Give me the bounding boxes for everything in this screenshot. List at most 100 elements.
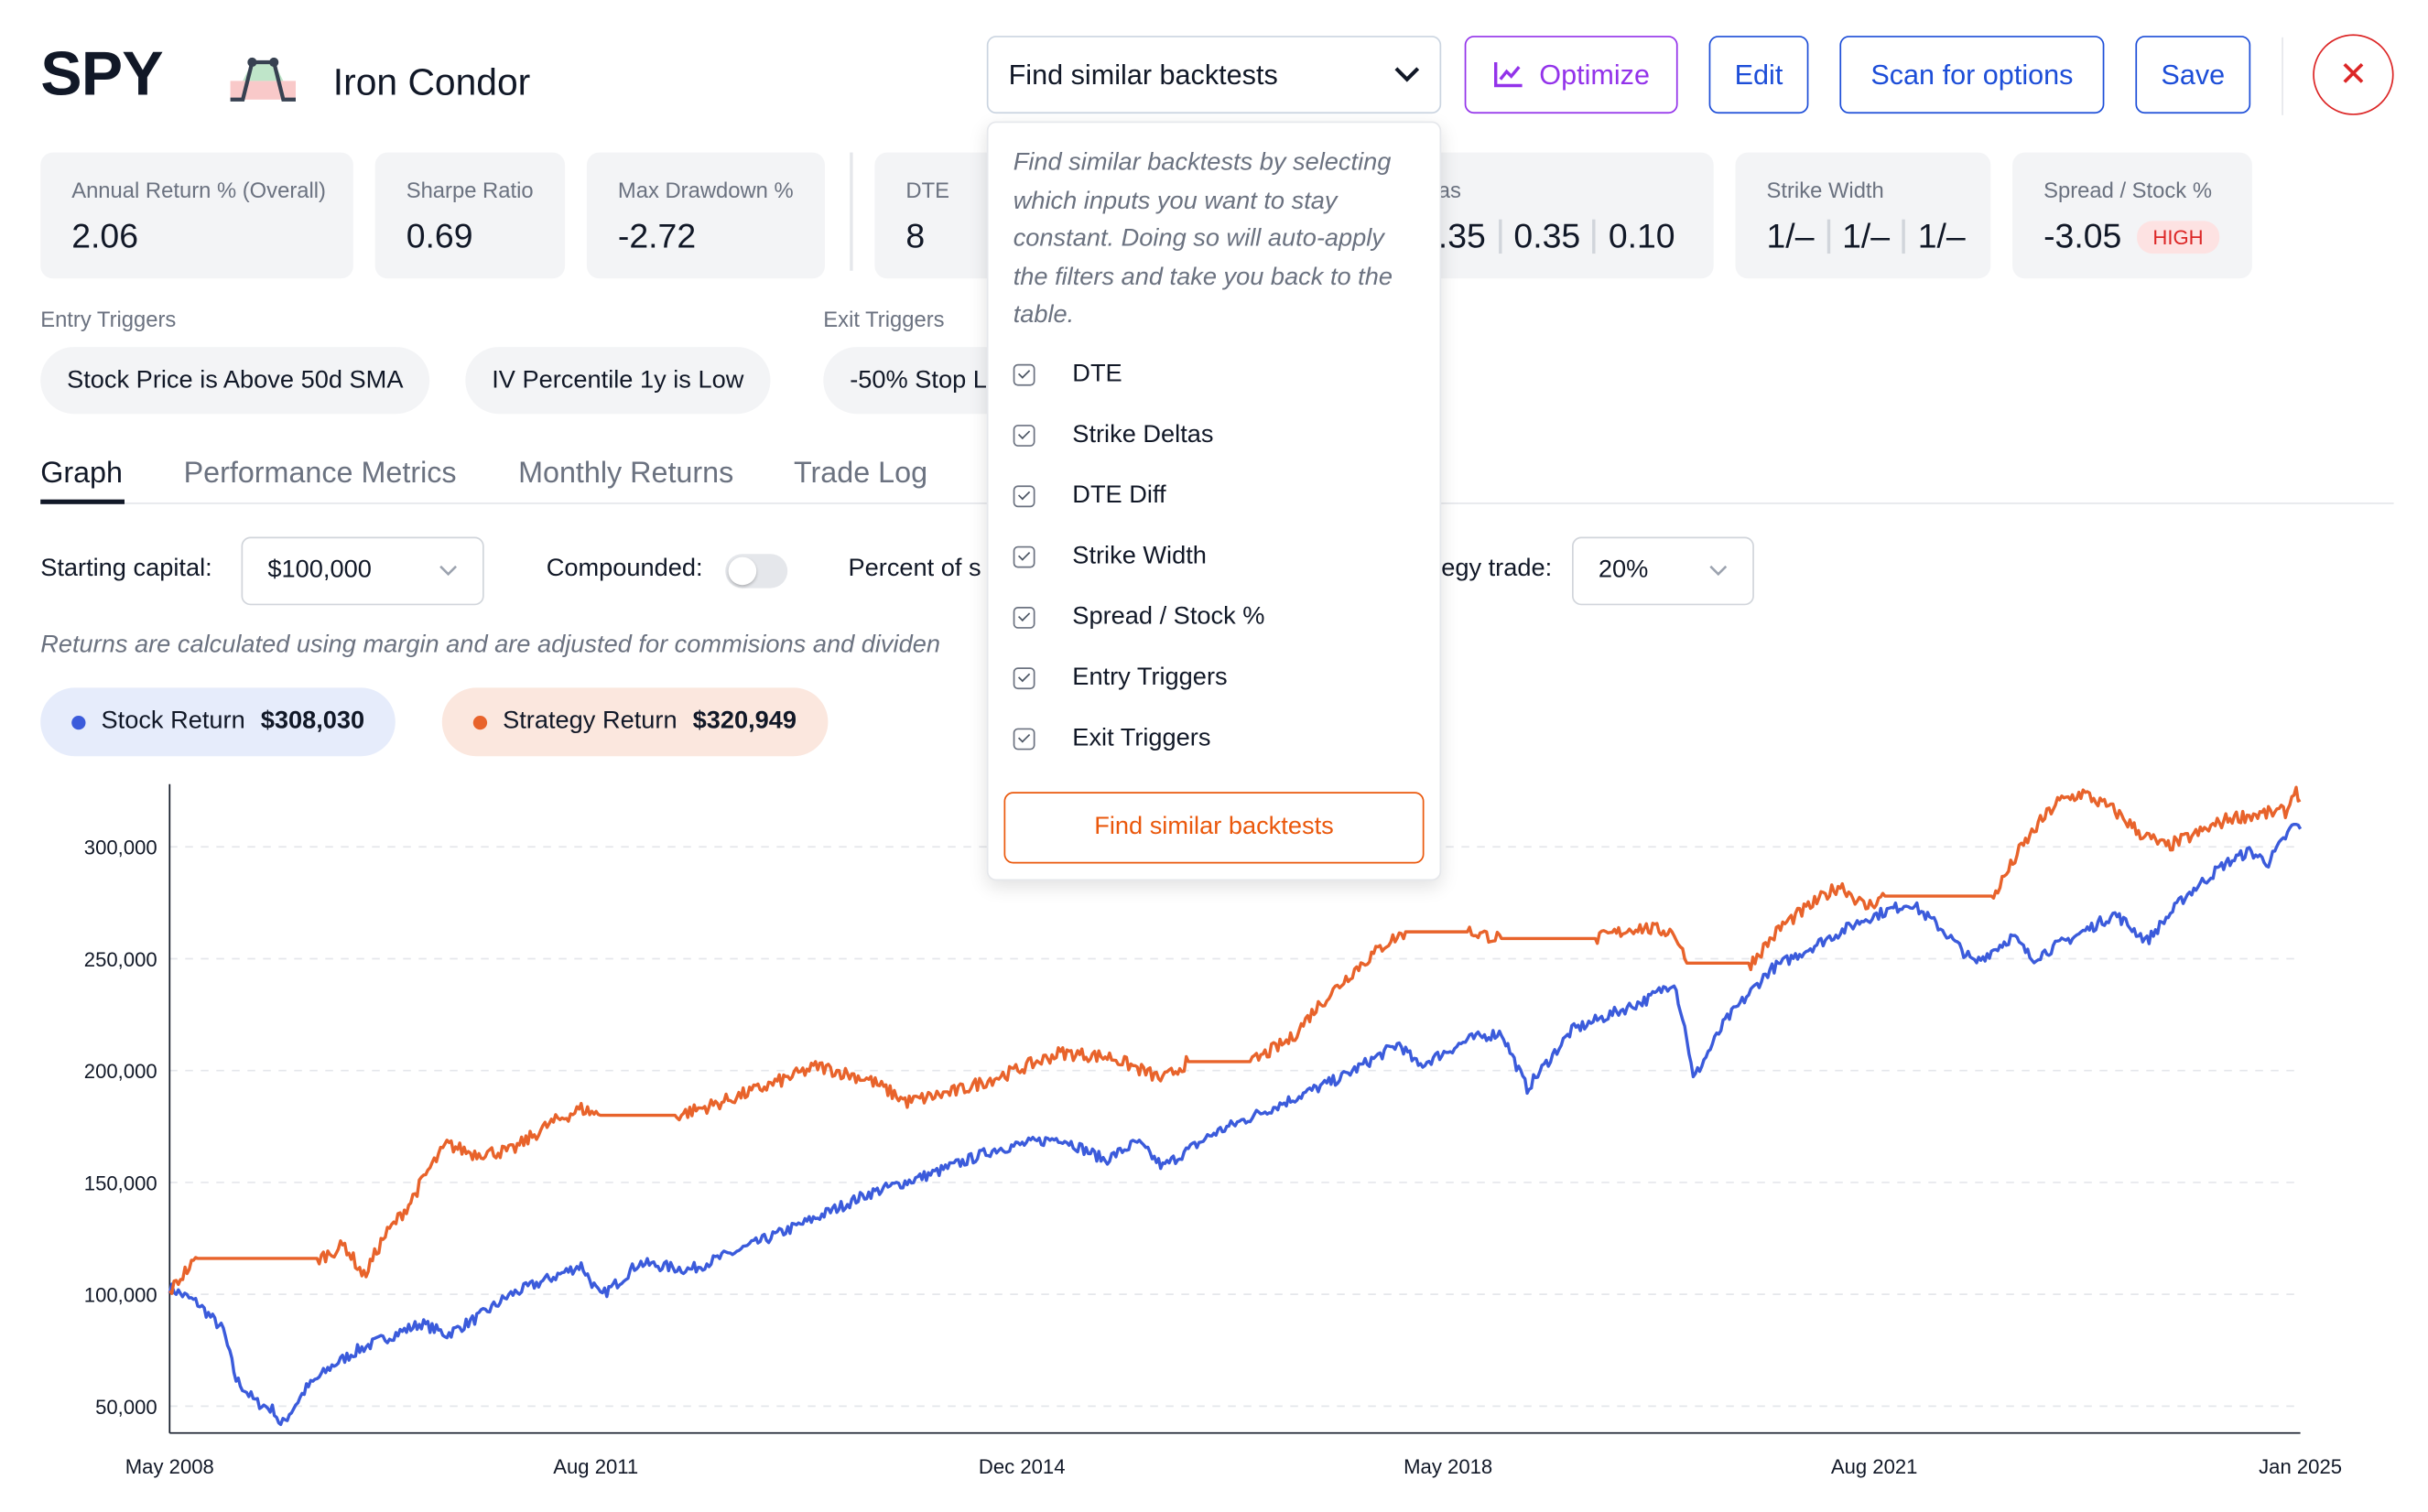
checkbox-icon[interactable] (1013, 667, 1035, 690)
checkbox-icon[interactable] (1013, 607, 1035, 629)
metric-value: 0.69 (406, 216, 473, 255)
metric-value: 2.06 (71, 216, 139, 255)
width-value: 1/– (1766, 216, 1815, 255)
param-label: Spread / Stock % (2043, 177, 2212, 202)
metrics-divider (850, 152, 853, 271)
status-badge: HIGH (2137, 220, 2219, 254)
popover-description: Find similar backtests by selecting whic… (1013, 149, 1393, 329)
percent-value: 20% (1598, 556, 1649, 584)
delta-value: .35 (1437, 216, 1486, 255)
save-button[interactable]: Save (2135, 36, 2251, 114)
checkbox-icon[interactable] (1013, 545, 1035, 568)
legend-strategy-return[interactable]: Strategy Return $320,949 (441, 687, 829, 757)
find-similar-submit-button[interactable]: Find similar backtests (1003, 792, 1425, 864)
scan-for-options-button[interactable]: Scan for options (1839, 36, 2105, 114)
tab-monthly-returns[interactable]: Monthly Returns (518, 457, 734, 491)
header-divider (2282, 37, 2283, 115)
option-spread-stock[interactable]: Spread / Stock % (1013, 603, 1265, 632)
legend-label: Strategy Return (503, 707, 677, 735)
y-tick-label: 300,000 (84, 837, 157, 859)
exit-trigger-pill: -50% Stop L (823, 347, 989, 415)
tab-graph[interactable]: Graph (40, 457, 123, 491)
param-strike-deltas: as .35 0.35 0.10 (1401, 152, 1714, 279)
starting-capital-select[interactable]: $100,000 (241, 536, 484, 606)
close-icon: ✕ (2338, 54, 2368, 94)
param-value: -3.05 (2043, 216, 2122, 255)
x-tick-label: Aug 2011 (553, 1455, 638, 1478)
option-label: Entry Triggers (1072, 664, 1228, 691)
legend-value: $308,030 (260, 707, 365, 735)
find-similar-popover: Find similar backtests by selecting whic… (986, 121, 1442, 881)
chevron-down-icon (1394, 67, 1420, 82)
option-label: Strike Width (1072, 543, 1207, 570)
y-tick-label: 250,000 (84, 948, 157, 971)
checkbox-icon[interactable] (1013, 728, 1035, 751)
param-values: 1/– 1/– 1/– (1767, 216, 1991, 256)
metric-value: -2.72 (617, 216, 697, 255)
param-values: -3.05 HIGH (2043, 216, 2252, 256)
param-values: .35 0.35 0.10 (1438, 216, 1714, 256)
close-button[interactable]: ✕ (2313, 34, 2394, 115)
line-chart-icon (1493, 62, 1523, 88)
y-tick-label: 100,000 (84, 1284, 157, 1307)
percent-label-tail: egy trade: (1441, 555, 1553, 582)
returns-note: Returns are calculated using margin and … (40, 632, 940, 659)
chevron-down-icon (439, 565, 458, 577)
metric-max-drawdown: Max Drawdown % -2.72 (586, 152, 825, 279)
metric-sharpe-ratio: Sharpe Ratio 0.69 (374, 152, 566, 279)
y-tick-label: 50,000 (95, 1396, 157, 1419)
optimize-label: Optimize (1539, 58, 1650, 90)
ticker-symbol: SPY (40, 40, 163, 110)
option-label: Strike Deltas (1072, 421, 1214, 448)
x-tick-label: Jan 2025 (2259, 1455, 2342, 1478)
compounded-label: Compounded: (546, 555, 703, 582)
option-strike-width[interactable]: Strike Width (1013, 543, 1207, 571)
chevron-down-icon (1709, 565, 1728, 577)
metric-label: Annual Return % (Overall) (71, 177, 326, 202)
legend-value: $320,949 (692, 707, 797, 735)
starting-capital-label: Starting capital: (40, 555, 212, 582)
find-similar-dropdown-label: Find similar backtests (1008, 58, 1278, 90)
checkbox-icon[interactable] (1013, 485, 1035, 508)
edit-button[interactable]: Edit (1708, 36, 1809, 114)
delta-value: 0.10 (1608, 216, 1675, 255)
metric-label: Sharpe Ratio (406, 177, 534, 202)
param-label: as (1437, 177, 1461, 202)
strategy-return-line (168, 785, 2302, 1295)
returns-chart: 50,000 100,000 150,000 200,000 250,000 300,00… (84, 783, 2342, 1478)
entry-trigger-pill: IV Percentile 1y is Low (465, 347, 771, 415)
width-value: 1/– (1842, 216, 1891, 255)
toggle-knob (728, 556, 757, 586)
x-tick-label: May 2018 (1404, 1455, 1492, 1478)
strategy-dot-icon (472, 715, 488, 729)
compounded-toggle[interactable] (725, 554, 788, 589)
option-dte[interactable]: DTE (1013, 361, 1122, 389)
tab-performance-metrics[interactable]: Performance Metrics (183, 457, 457, 491)
checkbox-icon[interactable] (1013, 363, 1035, 386)
x-tick-label: Aug 2021 (1831, 1455, 1918, 1478)
param-label: DTE (905, 177, 949, 202)
exit-triggers-label: Exit Triggers (823, 306, 945, 332)
option-label: Exit Triggers (1072, 725, 1211, 752)
find-similar-dropdown[interactable]: Find similar backtests (986, 36, 1442, 114)
metric-label: Max Drawdown % (617, 177, 794, 202)
param-value: 8 (905, 216, 926, 255)
percent-per-trade-select[interactable]: 20% (1572, 536, 1754, 606)
tab-trade-log[interactable]: Trade Log (794, 457, 928, 491)
checkbox-icon[interactable] (1013, 425, 1035, 447)
width-value: 1/– (1917, 216, 1966, 255)
legend-stock-return[interactable]: Stock Return $308,030 (40, 687, 396, 757)
optimize-button[interactable]: Optimize (1464, 36, 1678, 114)
entry-trigger-pill: Stock Price is Above 50d SMA (40, 347, 430, 415)
option-dte-diff[interactable]: DTE Diff (1013, 482, 1166, 511)
active-tab-indicator (40, 499, 125, 504)
entry-triggers-label: Entry Triggers (40, 306, 177, 332)
option-strike-deltas[interactable]: Strike Deltas (1013, 421, 1214, 450)
iron-condor-payoff-icon (230, 57, 297, 102)
option-entry-triggers[interactable]: Entry Triggers (1013, 664, 1228, 693)
option-label: Spread / Stock % (1072, 603, 1265, 631)
option-exit-triggers[interactable]: Exit Triggers (1013, 725, 1211, 753)
param-dte: DTE 8 (874, 152, 1000, 279)
starting-capital-value: $100,000 (267, 556, 372, 584)
param-spread-stock: Spread / Stock % -3.05 HIGH (2012, 152, 2252, 279)
